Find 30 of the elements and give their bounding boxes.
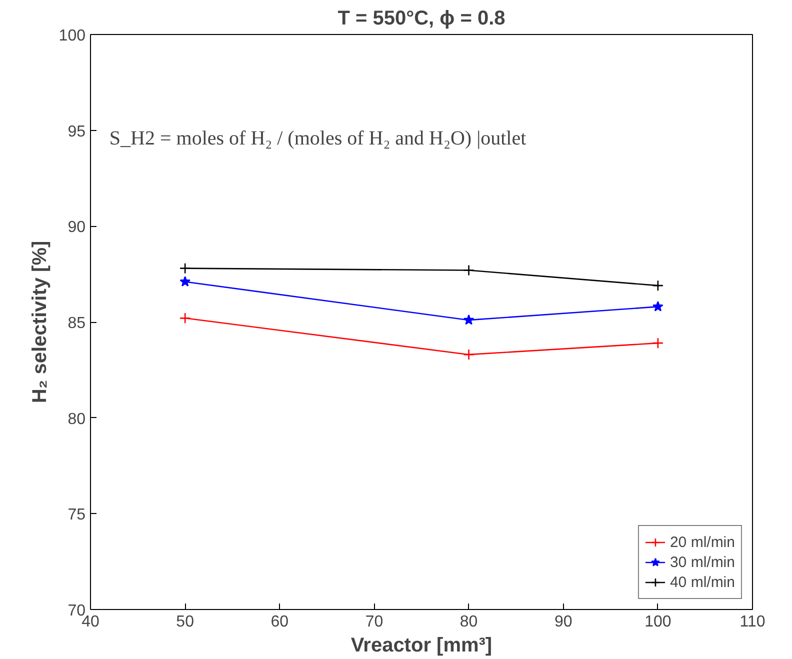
legend-label: 40 ml/min (670, 574, 735, 590)
y-axis-title: H₂ selectivity [%] (28, 240, 51, 404)
x-tick-label: 110 (740, 614, 766, 630)
point (179, 262, 191, 274)
y-tick-label: 100 (58, 28, 86, 44)
point (652, 337, 664, 349)
point (463, 348, 474, 360)
x-tick-label: 90 (554, 614, 572, 630)
y-tick-label: 90 (68, 219, 86, 236)
x-tick-label: 100 (644, 614, 672, 630)
y-tick-label: 70 (68, 602, 86, 620)
point (652, 301, 664, 312)
x-tick-label: 80 (460, 614, 478, 630)
x-tick-label: 60 (270, 614, 289, 630)
y-tick-label: 95 (68, 123, 86, 140)
point (180, 276, 190, 286)
annotation: S_H2 = moles of H₂ / (moles of H₂ and H₂O) |outlet (109, 128, 527, 150)
point (179, 312, 191, 324)
legend-label: 30 ml/min (670, 554, 735, 570)
x-axis-title: Vreactor [mm³] (350, 634, 492, 656)
point (463, 314, 474, 325)
x-tick-label: 70 (365, 614, 384, 630)
y-tick-label: 85 (68, 315, 86, 332)
x-tick-label: 50 (176, 614, 194, 630)
point (652, 280, 664, 292)
y-tick-label: 80 (68, 410, 86, 428)
point (463, 264, 474, 276)
y-tick-label: 75 (68, 506, 86, 524)
chart-title: T = 550°C, ϕ = 0.8 (338, 8, 506, 30)
legend-label: 20 ml/min (670, 534, 735, 550)
